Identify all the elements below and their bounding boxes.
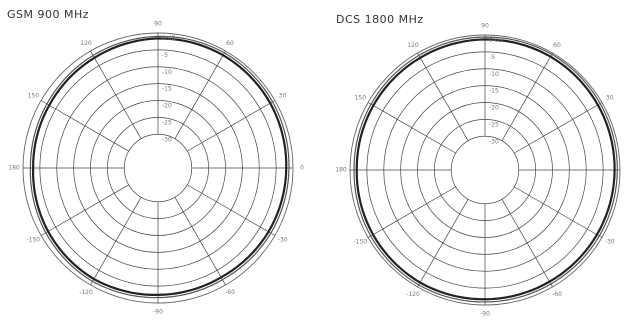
grid-spoke: [501, 52, 553, 141]
grid-spoke: [501, 199, 553, 288]
angle-tick-label: -150: [26, 237, 40, 244]
angle-tick-label: 180: [8, 165, 20, 172]
angle-tick-label: 60: [226, 40, 234, 47]
radial-tick-label: -5: [162, 52, 168, 59]
polar-plot: 90 60 30 0 -30 -60 -90 -120 -150 180 150 120 0 dB -5 -…: [8, 21, 304, 316]
radial-tick-label: -25: [162, 119, 172, 126]
angle-tick-label: 150: [355, 95, 367, 102]
radial-tick-label: -15: [162, 86, 172, 93]
series-line: [355, 38, 616, 301]
grid-spoke: [514, 102, 603, 154]
grid-spoke: [187, 184, 276, 236]
angle-tick-label: 120: [80, 40, 92, 47]
radial-tick-label: 0 dB: [489, 37, 503, 44]
grid-spoke: [417, 199, 469, 288]
grid-ring: [123, 133, 193, 203]
angle-tick-label: 60: [553, 42, 561, 49]
angle-tick-label: 90: [481, 23, 489, 30]
grid-spoke: [367, 186, 456, 238]
series-line: [31, 37, 288, 297]
angle-tick-label: -150: [353, 239, 367, 246]
radial-tick-label: -20: [162, 103, 172, 110]
radial-tick-label: -30: [489, 138, 499, 145]
grid-spoke: [187, 100, 276, 152]
grid-spoke: [174, 197, 226, 286]
angle-tick-label: -90: [480, 311, 490, 318]
chart-title: DCS 1800 MHz: [336, 13, 424, 26]
chart-title: GSM 900 MHz: [7, 8, 90, 21]
grid-spoke: [40, 100, 129, 152]
angle-tick-label: -120: [406, 291, 420, 298]
radial-tick-label: -30: [162, 136, 172, 143]
polar-chart-gsm-900: GSM 900 MHz 90 60 30 0 -30 -60 -90 -120 -150 180 1…: [7, 8, 304, 316]
series-line: [29, 35, 290, 299]
angle-tick-label: -120: [79, 289, 93, 296]
grid-spoke: [417, 52, 469, 141]
grid-spoke: [367, 102, 456, 154]
grid-spoke: [174, 50, 226, 139]
radial-tick-label: -5: [489, 54, 495, 61]
angle-tick-label: 30: [606, 95, 614, 102]
angle-tick-label: -30: [278, 237, 288, 244]
radial-tick-label: -10: [489, 71, 499, 78]
angle-tick-label: -60: [552, 291, 562, 298]
polar-chart-dcs-1800: DCS 1800 MHz 9060300-30-60-90-120-150180…: [313, 0, 626, 326]
angle-tick-label: -30: [605, 239, 615, 246]
grid-spoke: [90, 197, 142, 286]
angle-tick-label: 90: [154, 21, 162, 28]
angle-tick-label: 180: [335, 167, 347, 174]
angle-tick-label: 150: [28, 93, 40, 100]
grid-spoke: [514, 186, 603, 238]
grid-spoke: [40, 184, 129, 236]
radial-tick-label: 0 dB: [162, 35, 176, 42]
radial-tick-label: -25: [489, 121, 499, 128]
radial-tick-label: -20: [489, 105, 499, 112]
angle-tick-label: -60: [225, 289, 235, 296]
angle-tick-label: 120: [407, 42, 419, 49]
angle-tick-label: 30: [279, 93, 287, 100]
radial-tick-label: -15: [489, 88, 499, 95]
grid-spoke: [90, 50, 142, 139]
angle-tick-label: 0: [300, 165, 304, 172]
series-line: [353, 36, 618, 303]
angle-tick-label: -90: [153, 309, 163, 316]
radial-tick-label: -10: [162, 69, 172, 76]
grid-ring: [450, 135, 520, 205]
